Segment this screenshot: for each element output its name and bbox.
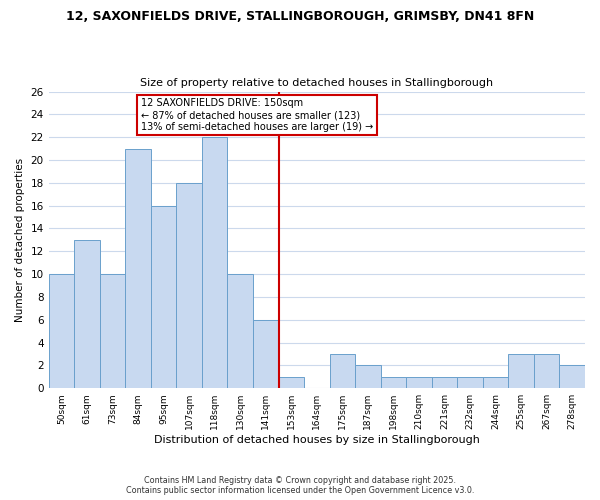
Bar bbox=[380, 377, 406, 388]
Text: 12 SAXONFIELDS DRIVE: 150sqm
← 87% of detached houses are smaller (123)
13% of s: 12 SAXONFIELDS DRIVE: 150sqm ← 87% of de… bbox=[140, 98, 373, 132]
Bar bbox=[508, 354, 534, 388]
Bar bbox=[559, 366, 585, 388]
Bar bbox=[253, 320, 278, 388]
Title: Size of property relative to detached houses in Stallingborough: Size of property relative to detached ho… bbox=[140, 78, 493, 88]
Bar bbox=[432, 377, 457, 388]
Text: 12, SAXONFIELDS DRIVE, STALLINGBOROUGH, GRIMSBY, DN41 8FN: 12, SAXONFIELDS DRIVE, STALLINGBOROUGH, … bbox=[66, 10, 534, 23]
Bar bbox=[49, 274, 74, 388]
Bar bbox=[329, 354, 355, 388]
Text: Contains HM Land Registry data © Crown copyright and database right 2025.
Contai: Contains HM Land Registry data © Crown c… bbox=[126, 476, 474, 495]
Bar bbox=[534, 354, 559, 388]
Bar bbox=[176, 183, 202, 388]
Bar bbox=[125, 148, 151, 388]
Y-axis label: Number of detached properties: Number of detached properties bbox=[15, 158, 25, 322]
Bar bbox=[457, 377, 483, 388]
Bar bbox=[202, 137, 227, 388]
Bar bbox=[227, 274, 253, 388]
Bar bbox=[74, 240, 100, 388]
Bar bbox=[483, 377, 508, 388]
Bar bbox=[151, 206, 176, 388]
X-axis label: Distribution of detached houses by size in Stallingborough: Distribution of detached houses by size … bbox=[154, 435, 480, 445]
Bar bbox=[100, 274, 125, 388]
Bar bbox=[406, 377, 432, 388]
Bar bbox=[278, 377, 304, 388]
Bar bbox=[355, 366, 380, 388]
